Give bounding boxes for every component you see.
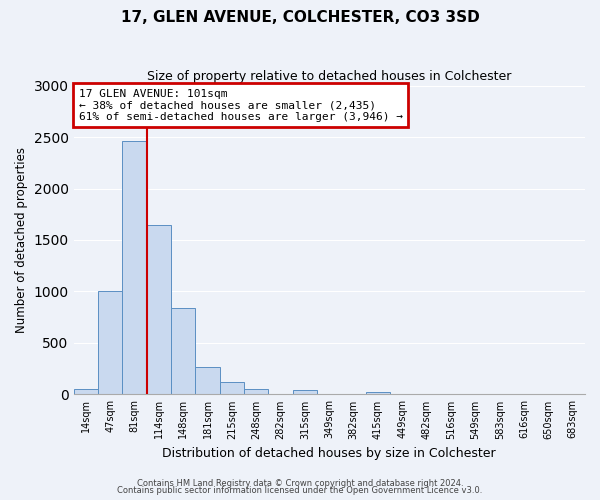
Bar: [171, 308, 196, 394]
Bar: [146, 224, 171, 394]
Bar: [122, 141, 146, 395]
Title: Size of property relative to detached houses in Colchester: Size of property relative to detached ho…: [147, 70, 511, 83]
Bar: [293, 390, 317, 394]
X-axis label: Distribution of detached houses by size in Colchester: Distribution of detached houses by size …: [163, 447, 496, 460]
Bar: [220, 382, 244, 394]
Bar: [74, 390, 98, 394]
Y-axis label: Number of detached properties: Number of detached properties: [15, 147, 28, 333]
Bar: [366, 392, 390, 394]
Text: 17 GLEN AVENUE: 101sqm
← 38% of detached houses are smaller (2,435)
61% of semi-: 17 GLEN AVENUE: 101sqm ← 38% of detached…: [79, 88, 403, 122]
Bar: [98, 292, 122, 395]
Text: Contains HM Land Registry data © Crown copyright and database right 2024.: Contains HM Land Registry data © Crown c…: [137, 478, 463, 488]
Bar: [196, 366, 220, 394]
Text: Contains public sector information licensed under the Open Government Licence v3: Contains public sector information licen…: [118, 486, 482, 495]
Bar: [244, 390, 268, 394]
Text: 17, GLEN AVENUE, COLCHESTER, CO3 3SD: 17, GLEN AVENUE, COLCHESTER, CO3 3SD: [121, 10, 479, 25]
